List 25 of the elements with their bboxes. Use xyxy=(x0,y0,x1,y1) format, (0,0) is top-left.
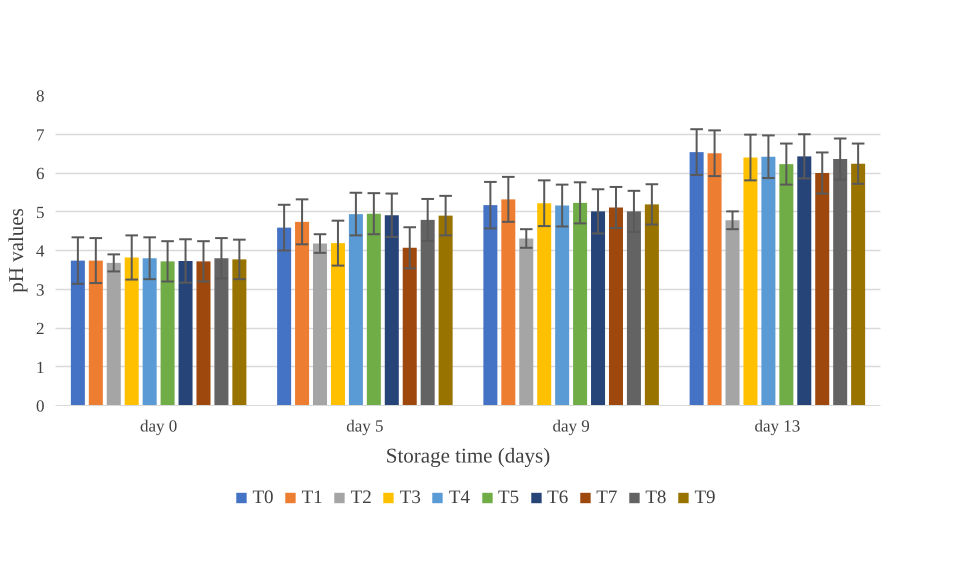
y-tick-label: 4 xyxy=(36,242,45,260)
legend-label: T7 xyxy=(596,486,618,508)
y-axis-title: pH values xyxy=(4,208,28,293)
y-tick-label: 1 xyxy=(36,358,44,377)
x-tick-label: day 5 xyxy=(346,416,384,436)
legend-label: T5 xyxy=(498,486,520,508)
legend-label: T8 xyxy=(645,486,666,508)
y-tick-label: 7 xyxy=(36,125,45,144)
x-tick-label: day 13 xyxy=(754,416,800,436)
x-tick-label: day 0 xyxy=(140,416,178,436)
legend-label: T1 xyxy=(302,486,323,508)
legend-label: T9 xyxy=(694,486,716,508)
legend-label: T4 xyxy=(448,486,470,508)
y-tick-label: 3 xyxy=(36,280,44,300)
y-tick-label: 2 xyxy=(36,319,44,338)
legend-label: T3 xyxy=(400,486,421,508)
legend-label: T6 xyxy=(547,486,568,508)
x-axis-title: Storage time (days) xyxy=(386,444,550,468)
x-tick-label: day 9 xyxy=(552,416,590,436)
y-tick-label: 6 xyxy=(36,164,44,183)
y-tick-label: 5 xyxy=(36,202,44,222)
y-tick-label: 0 xyxy=(36,396,44,416)
y-tick-label: 8 xyxy=(36,86,44,106)
legend-label: T2 xyxy=(350,486,372,508)
legend-label: T0 xyxy=(252,486,274,508)
